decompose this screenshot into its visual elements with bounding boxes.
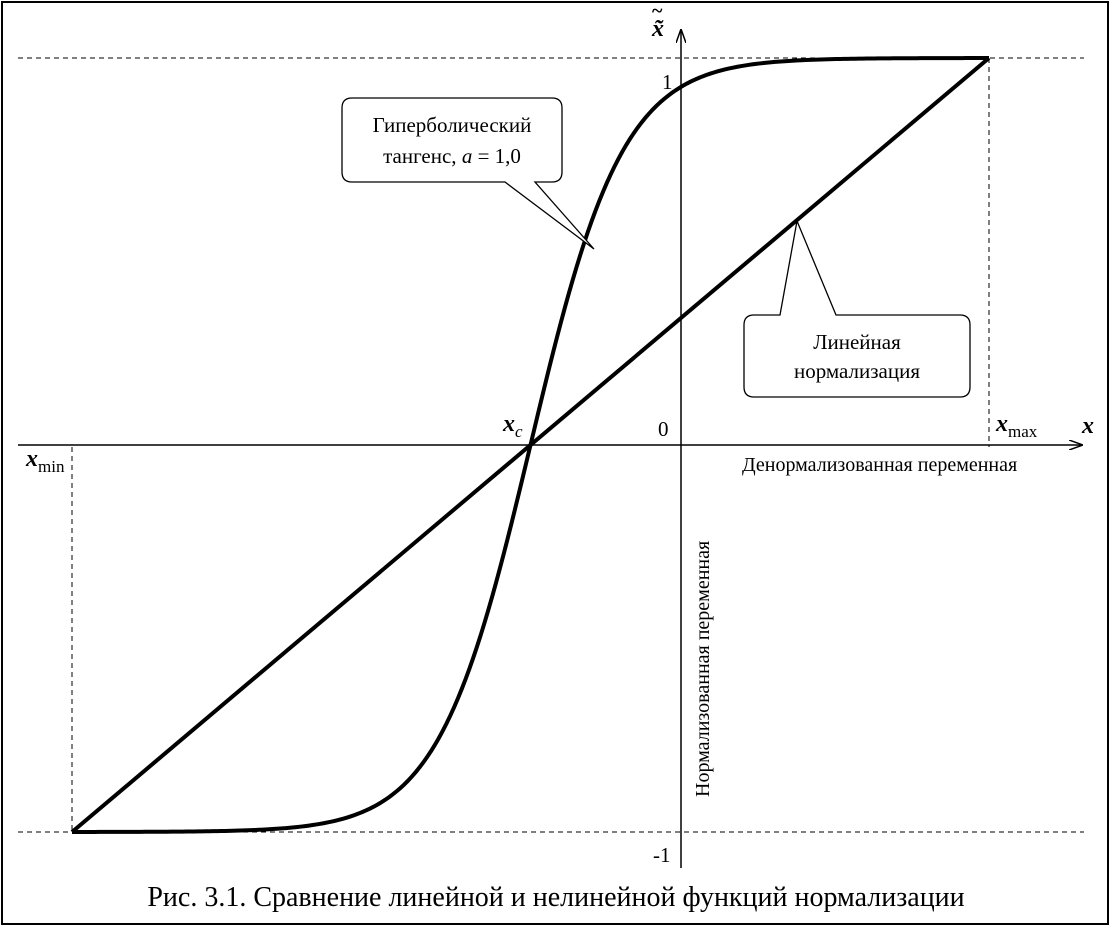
xmin-label: xmin [25, 446, 65, 476]
y-tick-minus-1: -1 [653, 843, 671, 867]
origin-label: 0 [658, 417, 669, 441]
tanh-callout-box [341, 97, 595, 250]
tanh-callout-line1: Гиперболический [373, 113, 532, 137]
y-tick-1: 1 [662, 70, 673, 94]
linear-normalization-line [70, 56, 991, 834]
xmax-label: xmax [995, 411, 1038, 441]
linear-callout-line1: Линейная [813, 330, 901, 354]
y-axis-variable: x̃ [651, 16, 664, 42]
y-axis-label: Нормализованная переменная [692, 541, 714, 797]
xc-label: xc [502, 411, 523, 441]
figure-caption: Рис. 3.1. Сравнение линейной и нелинейно… [147, 882, 965, 913]
x-axis-label: Денормализованная переменная [742, 454, 1017, 476]
linear-callout-box [743, 218, 971, 398]
linear-callout-line2: нормализация [794, 359, 920, 383]
tanh-callout-line2: тангенс, a = 1,0 [383, 144, 521, 168]
x-axis-variable: x [1081, 413, 1094, 439]
y-axis-tilde: ~ [652, 0, 663, 22]
